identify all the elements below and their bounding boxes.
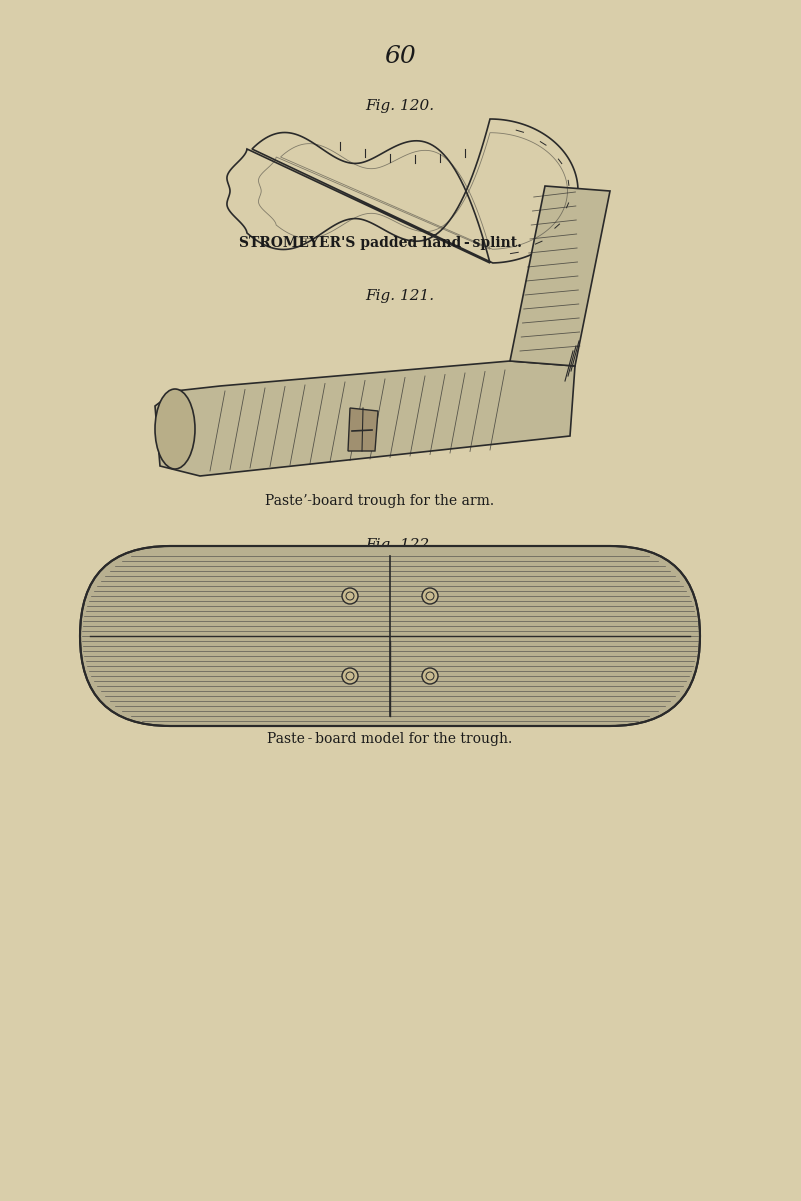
Polygon shape xyxy=(348,408,378,452)
Circle shape xyxy=(342,588,358,604)
Text: Pasteʼ-board trough for the arm.: Pasteʼ-board trough for the arm. xyxy=(265,494,494,508)
Polygon shape xyxy=(510,186,610,366)
Circle shape xyxy=(422,588,438,604)
Text: Fig. 120.: Fig. 120. xyxy=(365,98,435,113)
Polygon shape xyxy=(227,119,578,263)
Polygon shape xyxy=(155,362,575,476)
Text: STROMEYER'S padded hand - splint.: STROMEYER'S padded hand - splint. xyxy=(239,237,521,250)
Text: Fig. 122.: Fig. 122. xyxy=(365,538,435,552)
Text: 60: 60 xyxy=(384,44,416,67)
Text: Fig. 121.: Fig. 121. xyxy=(365,289,435,303)
FancyBboxPatch shape xyxy=(80,546,700,725)
Text: Paste - board model for the trough.: Paste - board model for the trough. xyxy=(268,731,513,746)
Circle shape xyxy=(342,668,358,685)
Ellipse shape xyxy=(155,389,195,470)
Circle shape xyxy=(422,668,438,685)
